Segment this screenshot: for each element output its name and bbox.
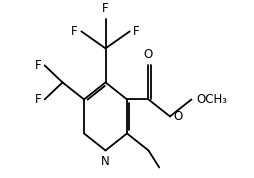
Text: O: O xyxy=(144,48,153,61)
Text: F: F xyxy=(71,25,78,38)
Text: OCH₃: OCH₃ xyxy=(196,93,227,106)
Text: O: O xyxy=(173,110,183,123)
Text: F: F xyxy=(133,25,140,38)
Text: F: F xyxy=(35,59,41,72)
Text: N: N xyxy=(101,155,110,168)
Text: F: F xyxy=(102,2,109,15)
Text: F: F xyxy=(35,93,41,106)
